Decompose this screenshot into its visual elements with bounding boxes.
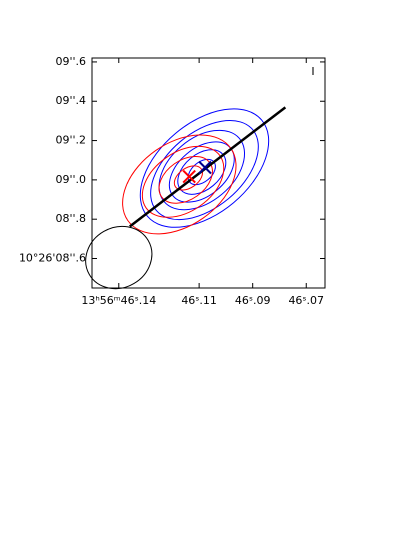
axis-line [129, 106, 287, 228]
y-tick-label: 09''.2 [55, 134, 86, 147]
contour [173, 165, 203, 191]
x-tick-label: 46ˢ.07 [288, 294, 324, 307]
cross [182, 169, 196, 184]
contour [150, 120, 259, 221]
x-tick-label: 13ʰ56ᵐ46ˢ.14 [81, 294, 156, 307]
contour [139, 108, 270, 228]
y-tick-label: 09''.6 [55, 55, 86, 68]
y-tick-label: 09''.4 [55, 94, 86, 107]
y-tick-label: 09''.0 [55, 173, 86, 186]
contour [122, 134, 237, 235]
cross [198, 160, 212, 175]
beam [85, 225, 153, 290]
y-tick-label: 10°26'08''.6 [19, 252, 86, 265]
x-tick-label: 46ˢ.09 [235, 294, 271, 307]
plot-frame [91, 57, 326, 289]
annotation: I [311, 65, 314, 78]
x-tick-label: 46ˢ.11 [181, 294, 217, 307]
y-tick-label: 08''.8 [55, 212, 86, 225]
